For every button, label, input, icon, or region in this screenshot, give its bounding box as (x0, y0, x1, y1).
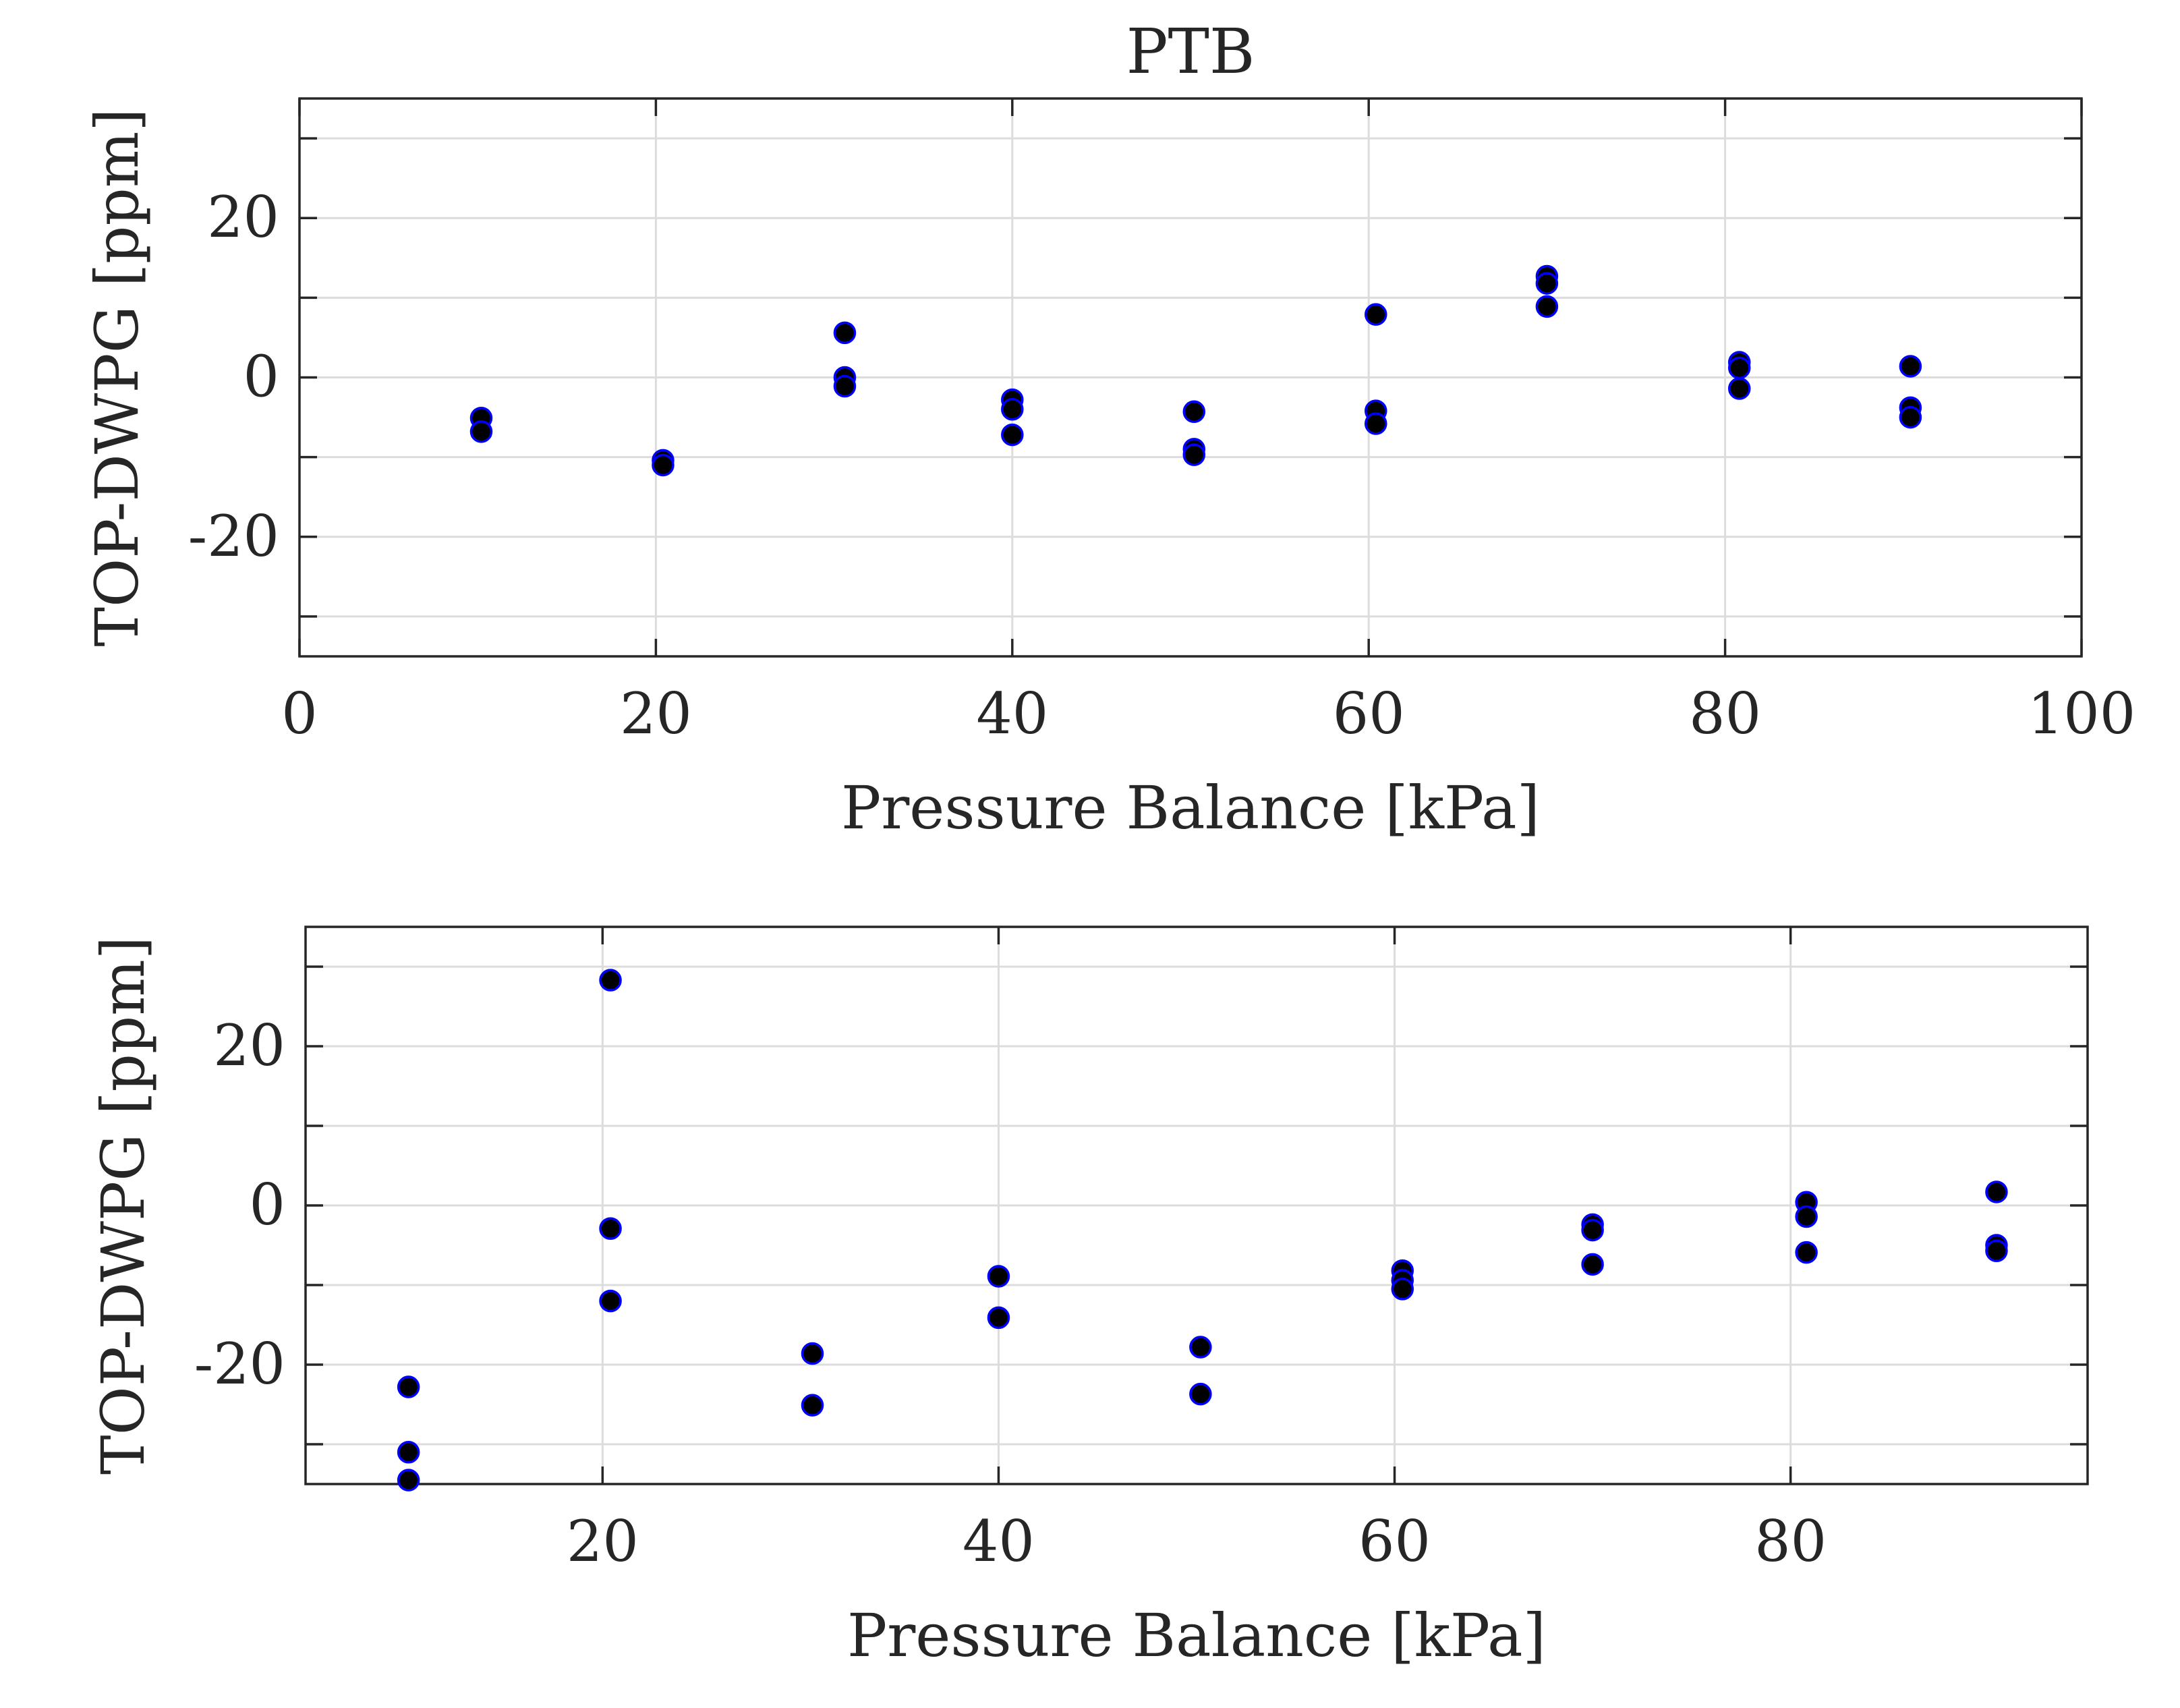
data-point (1535, 272, 1559, 295)
y-tick-label: -20 (194, 1331, 285, 1397)
data-point (1899, 355, 1922, 378)
data-point (1727, 356, 1751, 380)
data-point (397, 1441, 420, 1464)
x-tick-label: 0 (281, 681, 317, 747)
x-tick-label: 60 (1333, 681, 1405, 747)
data-point (1535, 295, 1559, 318)
data-point (1985, 1239, 2008, 1263)
x-tick-label: 80 (1689, 681, 1761, 747)
chart-title: PTB (1126, 16, 1255, 88)
data-point (1001, 398, 1024, 421)
data-point (1189, 1382, 1212, 1406)
y-tick-label: 20 (213, 1013, 285, 1079)
x-tick-label: 40 (963, 1508, 1035, 1574)
data-point (1182, 443, 1206, 466)
data-point (1899, 405, 1922, 429)
data-point (1795, 1205, 1818, 1228)
tick-marks (298, 98, 2083, 656)
x-tick-label: 40 (976, 681, 1048, 747)
data-point (469, 420, 493, 443)
y-axis-label: TOP-DWPG [ppm] (82, 108, 152, 646)
y-tick-label: 0 (250, 1172, 285, 1238)
data-point (1985, 1180, 2008, 1203)
data-point (1727, 377, 1751, 400)
data-point (1795, 1241, 1818, 1264)
data-point (1391, 1278, 1414, 1301)
data-point (599, 1217, 622, 1240)
bottom-scatter-plot: -20 0 20 20 40 60 80 Pressure Balance [kPa] TOP-… (88, 926, 2089, 1670)
x-axis-label: Pressure Balance [kPa] (841, 773, 1540, 843)
x-tick-label: 20 (567, 1508, 639, 1574)
data-points (397, 969, 2008, 1491)
data-point (397, 1469, 420, 1491)
grid-lines (299, 98, 2082, 656)
x-axis-label: Pressure Balance [kPa] (847, 1601, 1546, 1670)
x-tick-label: 60 (1358, 1508, 1431, 1574)
data-point (801, 1342, 824, 1365)
data-point (1365, 303, 1387, 326)
data-point (397, 1375, 420, 1398)
data-point (1365, 412, 1387, 435)
data-point (987, 1265, 1010, 1288)
data-points (469, 264, 1922, 477)
data-point (833, 321, 857, 345)
data-point (599, 969, 622, 992)
data-point (1581, 1253, 1604, 1276)
data-point (833, 374, 857, 398)
top-scatter-plot: -20 0 20 0 20 40 60 80 100 Pressure Balance [kPa]… (82, 16, 2135, 843)
x-tick-label: 20 (620, 681, 692, 747)
data-point (1182, 400, 1206, 424)
data-point (599, 1289, 622, 1313)
data-point (987, 1306, 1010, 1330)
x-tick-label: 80 (1754, 1508, 1827, 1574)
x-tick-label: 100 (2028, 681, 2135, 747)
y-tick-label: -20 (188, 503, 279, 569)
y-tick-label: 20 (207, 184, 279, 250)
data-point (1189, 1336, 1212, 1359)
grid-lines (306, 927, 2088, 1484)
data-point (1581, 1218, 1604, 1242)
data-point (652, 453, 675, 477)
data-point (801, 1394, 824, 1417)
data-point (1001, 423, 1024, 447)
tick-marks (306, 927, 2088, 1484)
y-tick-label: 0 (243, 344, 279, 410)
y-axis-label: TOP-DWPG [ppm] (88, 936, 158, 1475)
